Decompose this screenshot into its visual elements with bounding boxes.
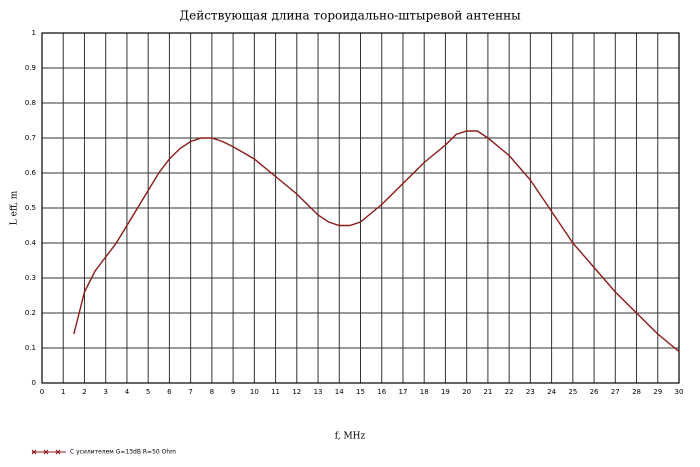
legend-marker	[31, 449, 37, 455]
y-tick-label: 0	[32, 379, 36, 387]
x-tick-label: 22	[505, 388, 514, 396]
x-tick-label: 1	[61, 388, 65, 396]
x-tick-label: 11	[271, 388, 280, 396]
x-tick-label: 5	[146, 388, 150, 396]
y-tick-label: 0.5	[25, 204, 36, 212]
data-line	[73, 130, 680, 353]
y-tick-label: 0.8	[25, 99, 36, 107]
plot-frame	[41, 32, 680, 384]
x-tick-label: 0	[40, 388, 44, 396]
legend-marker	[55, 449, 61, 455]
y-tick-label: 0.2	[25, 309, 36, 317]
y-tick-label: 0.9	[25, 64, 36, 72]
x-tick-label: 19	[441, 388, 450, 396]
y-tick-label: 0.7	[25, 134, 36, 142]
x-tick-label: 8	[210, 388, 214, 396]
y-tick-label: 0.6	[25, 169, 37, 177]
x-tick-label: 25	[568, 388, 577, 396]
x-tick-label: 15	[356, 388, 365, 396]
x-tick-label: 7	[188, 388, 192, 396]
y-tick-label: 0.4	[25, 239, 37, 247]
x-tick-label: 28	[632, 388, 641, 396]
x-tick-label: 21	[483, 388, 492, 396]
x-axis-label: f, MHz	[335, 432, 366, 442]
x-tick-label: 14	[335, 388, 344, 396]
x-tick-label: 3	[103, 388, 107, 396]
x-tick-label: 2	[82, 388, 86, 396]
y-tick-label: 1	[32, 29, 36, 37]
x-tick-label: 6	[167, 388, 172, 396]
legend-label: С усилителем G=13dB R=50 Ohm	[70, 449, 176, 456]
x-tick-label: 4	[125, 388, 130, 396]
y-tick-label: 0.3	[25, 274, 36, 282]
x-tick-label: 18	[420, 388, 429, 396]
x-tick-label: 24	[547, 388, 556, 396]
y-axis-label: L eff, m	[10, 190, 20, 225]
y-tick-label: 0.1	[25, 344, 36, 352]
chart-title: Действующая длина тороидально-штыревой а…	[179, 9, 521, 23]
x-tick-label: 9	[231, 388, 235, 396]
legend-marker	[43, 449, 49, 455]
x-tick-label: 30	[675, 388, 684, 396]
x-tick-label: 20	[462, 388, 471, 396]
x-tick-label: 23	[526, 388, 535, 396]
x-tick-label: 29	[653, 388, 662, 396]
x-tick-label: 27	[611, 388, 620, 396]
x-tick-label: 16	[377, 388, 386, 396]
x-tick-label: 10	[250, 388, 259, 396]
x-tick-label: 17	[399, 388, 408, 396]
x-tick-label: 13	[314, 388, 323, 396]
x-tick-label: 12	[292, 388, 301, 396]
x-tick-label: 26	[590, 388, 599, 396]
